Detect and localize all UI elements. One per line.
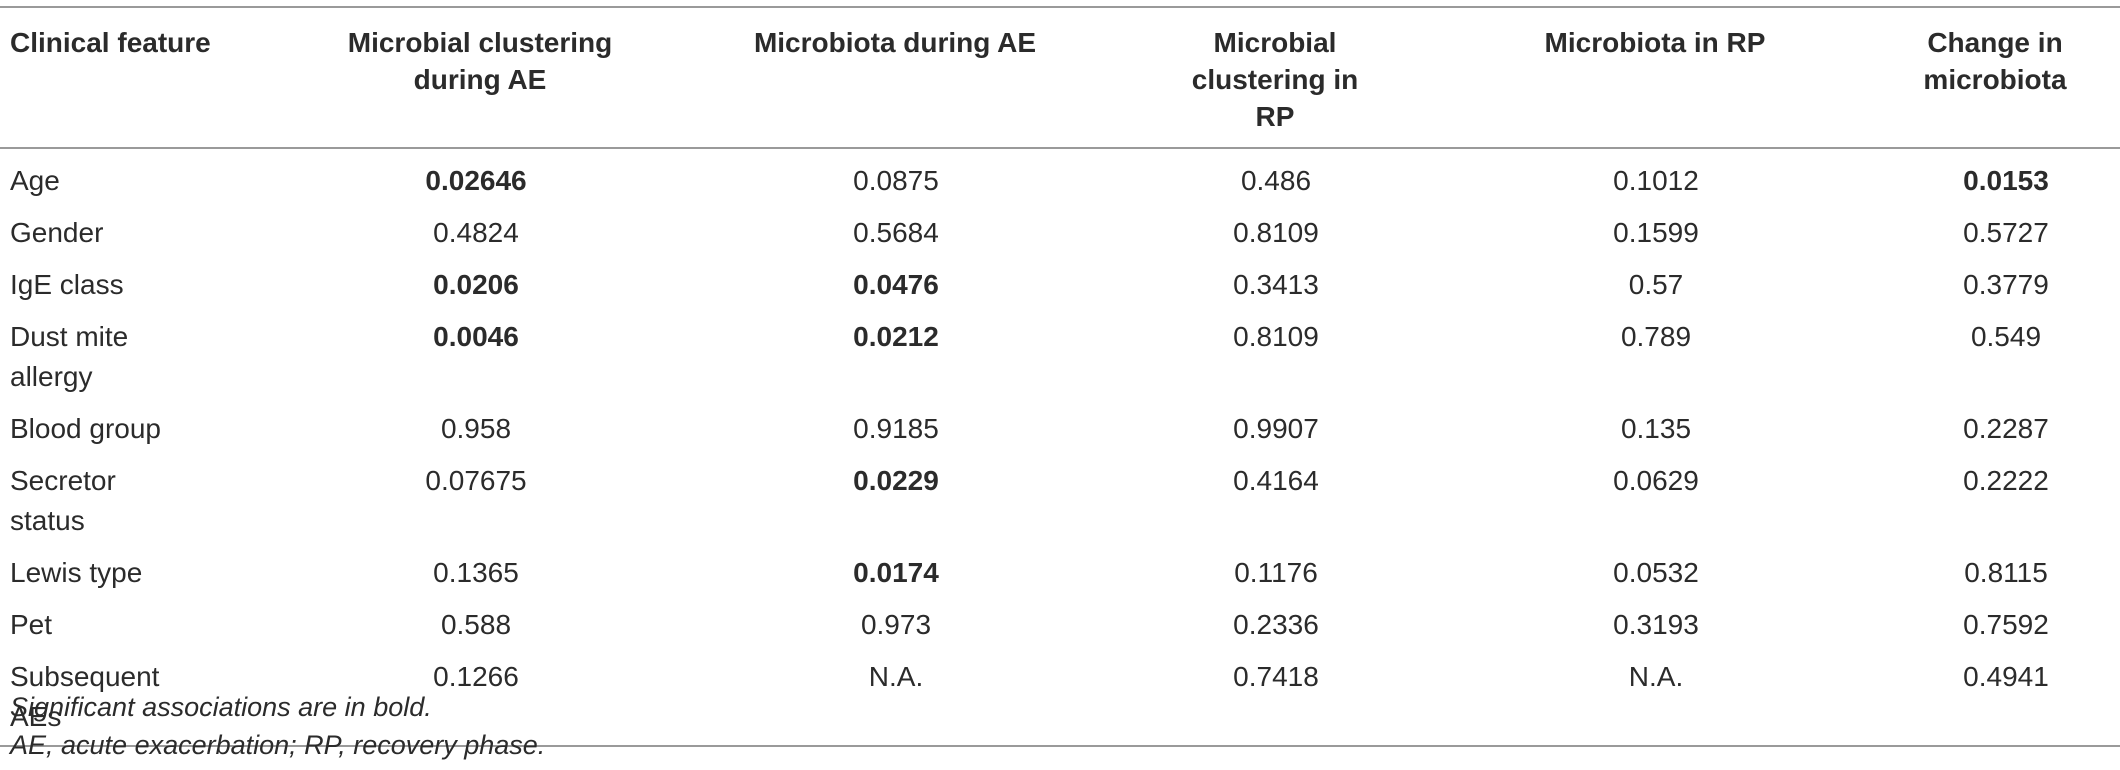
- cell-value: 0.4164: [1233, 465, 1319, 496]
- cell-value: 0.5727: [1963, 217, 2049, 248]
- cell-value: 0.0476: [853, 269, 939, 300]
- cell-value: 0.8109: [1233, 217, 1319, 248]
- row-feature-label: Lewis type: [10, 557, 143, 588]
- cell-value: 0.135: [1620, 413, 1692, 444]
- cell-value: 0.1176: [1234, 557, 1318, 588]
- header-clinical-feature: Clinical feature: [0, 7, 250, 149]
- cell-value: N.A.: [1628, 661, 1684, 692]
- cell-value: N.A.: [868, 661, 924, 692]
- table-row: Secretor status 0.07675 0.0229 0.4164 0.0629…: [0, 456, 2120, 548]
- cell-value: 0.57: [1628, 269, 1684, 300]
- table-row: Lewis type 0.1365 0.0174 0.1176 0.0532 0.8115: [0, 548, 2120, 600]
- row-feature-label: IgE class: [10, 269, 124, 300]
- cell-value: 0.0212: [853, 321, 939, 352]
- row-feature-label: Dust mite allergy: [10, 321, 129, 392]
- cell-value: 0.3193: [1613, 609, 1699, 640]
- table-row: Age 0.02646 0.0875 0.486 0.1012 0.0153: [0, 148, 2120, 208]
- table-row: Pet 0.588 0.973 0.2336 0.3193 0.7592: [0, 600, 2120, 652]
- table-row: Subsequent AEs 0.1266 N.A. 0.7418 N.A. 0.4941: [0, 652, 2120, 746]
- cell-value: 0.8115: [1964, 557, 2048, 588]
- cell-value: 0.958: [440, 413, 512, 444]
- header-change-microbiota: Change in microbiota: [1840, 7, 2120, 149]
- table-row: Gender 0.4824 0.5684 0.8109 0.1599 0.5727: [0, 208, 2120, 260]
- cell-value: 0.9185: [853, 413, 939, 444]
- cell-value: 0.5684: [853, 217, 939, 248]
- table-row: IgE class 0.0206 0.0476 0.3413 0.57 0.3779: [0, 260, 2120, 312]
- header-row: Clinical feature Microbial clustering du…: [0, 7, 2120, 149]
- table-body: Age 0.02646 0.0875 0.486 0.1012 0.0153 Gender 0…: [0, 148, 2120, 746]
- cell-value: 0.4824: [433, 217, 519, 248]
- cell-value: 0.1365: [433, 557, 519, 588]
- cell-value: 0.1599: [1613, 217, 1699, 248]
- table-footnotes: Significant associations are in bold. AE…: [10, 688, 545, 764]
- cell-value: 0.0629: [1613, 465, 1699, 496]
- row-feature-label: Pet: [10, 609, 53, 640]
- cell-value: 0.8109: [1233, 321, 1319, 352]
- cell-value: 0.973: [860, 609, 932, 640]
- cell-value: 0.3413: [1233, 269, 1319, 300]
- cell-value: 0.9907: [1233, 413, 1319, 444]
- cell-value: 0.2222: [1963, 465, 2049, 496]
- cell-value: 0.0174: [853, 557, 939, 588]
- table-header: Clinical feature Microbial clustering du…: [0, 7, 2120, 149]
- row-feature-label: Blood group: [10, 413, 162, 444]
- cell-value: 0.3779: [1963, 269, 2049, 300]
- cell-value: 0.02646: [425, 165, 527, 196]
- row-feature-label: Gender: [10, 217, 104, 248]
- footnote-abbreviations: AE, acute exacerbation; RP, recovery pha…: [10, 730, 546, 760]
- cell-value: 0.4941: [1963, 661, 2049, 692]
- header-clustering-rp: Microbial clustering in RP: [1080, 7, 1470, 149]
- cell-value: 0.0229: [853, 465, 939, 496]
- cell-value: 0.0875: [853, 165, 939, 196]
- header-clustering-ae: Microbial clustering during AE: [250, 7, 710, 149]
- cell-value: 0.0046: [433, 321, 519, 352]
- cell-value: 0.588: [440, 609, 512, 640]
- cell-value: 0.549: [1970, 321, 2042, 352]
- cell-value: 0.789: [1620, 321, 1692, 352]
- cell-value: 0.07675: [425, 465, 527, 496]
- header-microbiota-ae: Microbiota during AE: [710, 7, 1080, 149]
- cell-value: 0.1012: [1613, 165, 1699, 196]
- cell-value: 0.0206: [433, 269, 519, 300]
- cell-value: 0.2336: [1233, 609, 1319, 640]
- cell-value: 0.1266: [433, 661, 519, 692]
- table-row: Dust mite allergy 0.0046 0.0212 0.8109 0.789…: [0, 312, 2120, 404]
- cell-value: 0.0532: [1613, 557, 1699, 588]
- cell-value: 0.486: [1240, 165, 1312, 196]
- cell-value: 0.0153: [1963, 165, 2049, 196]
- results-table: Clinical feature Microbial clustering du…: [0, 6, 2120, 747]
- cell-value: 0.2287: [1963, 413, 2049, 444]
- cell-value: 0.7592: [1963, 609, 2049, 640]
- table-row: Blood group 0.958 0.9185 0.9907 0.135 0.2287: [0, 404, 2120, 456]
- header-microbiota-rp: Microbiota in RP: [1470, 7, 1840, 149]
- cell-value: 0.7418: [1233, 661, 1319, 692]
- row-feature-label: Age: [10, 165, 60, 196]
- footnote-significance: Significant associations are in bold.: [10, 692, 432, 722]
- row-feature-label: Secretor status: [10, 465, 116, 536]
- row-feature-label: Subsequent AEs: [10, 661, 160, 732]
